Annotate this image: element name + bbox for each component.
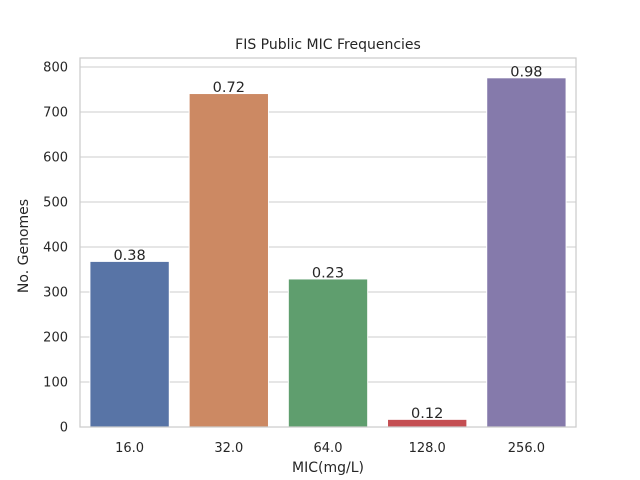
y-tick-label: 600 bbox=[43, 151, 68, 166]
bar bbox=[188, 93, 269, 428]
y-tick-label: 0 bbox=[60, 421, 68, 436]
y-tick-label: 300 bbox=[43, 286, 68, 301]
y-tick-label: 500 bbox=[43, 196, 68, 211]
bar-value-labels: 0.38 0.72 0.23 0.12 0.98 bbox=[113, 64, 542, 422]
y-tick-label: 200 bbox=[43, 331, 68, 346]
plot-border bbox=[79, 57, 577, 428]
y-tick-label: 800 bbox=[43, 61, 68, 76]
y-tick-label: 700 bbox=[43, 106, 68, 121]
y-axis-label: No. Genomes bbox=[16, 199, 32, 293]
bars bbox=[89, 77, 567, 428]
y-tick-label: 100 bbox=[43, 376, 68, 391]
x-tick-label: 128.0 bbox=[409, 441, 446, 456]
y-tick-label: 400 bbox=[43, 241, 68, 256]
x-tick-label: 16.0 bbox=[115, 441, 144, 456]
bar-value-label: 0.38 bbox=[113, 248, 145, 264]
bar-value-label: 0.72 bbox=[213, 80, 245, 96]
bar bbox=[89, 260, 170, 428]
chart-title: FIS Public MIC Frequencies bbox=[235, 37, 421, 53]
x-axis-ticks: 16.0 32.0 64.0 128.0 256.0 bbox=[115, 441, 545, 456]
y-axis-ticks: 0 100 200 300 400 500 600 700 800 bbox=[43, 61, 68, 436]
x-tick-label: 256.0 bbox=[508, 441, 545, 456]
bar bbox=[486, 77, 567, 428]
x-tick-label: 32.0 bbox=[214, 441, 243, 456]
bar-value-label: 0.98 bbox=[510, 64, 542, 80]
bar bbox=[287, 278, 369, 428]
plot-frame bbox=[79, 57, 577, 428]
x-axis-label: MIC(mg/L) bbox=[292, 460, 364, 476]
bar-value-label: 0.12 bbox=[411, 406, 443, 422]
x-tick-label: 64.0 bbox=[314, 441, 343, 456]
bar-value-label: 0.23 bbox=[312, 265, 344, 281]
